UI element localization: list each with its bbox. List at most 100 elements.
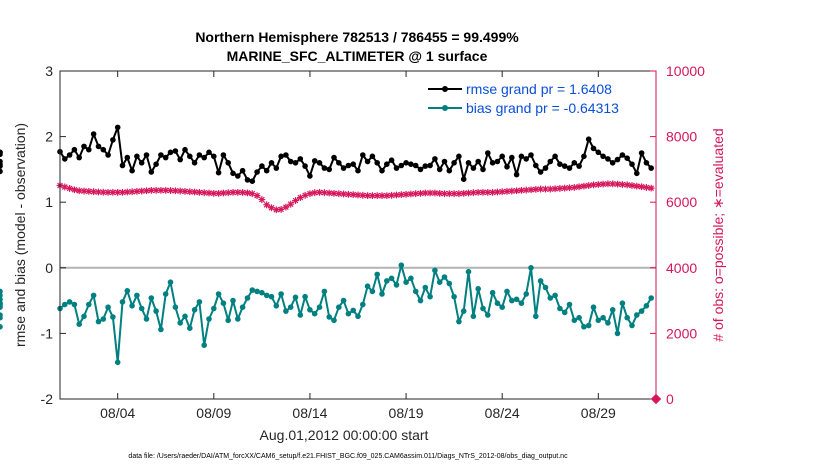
data-file-footnote: data file: /Users/raeder/DAI/ATM_forcXX/… bbox=[128, 453, 568, 460]
rmse-point bbox=[263, 167, 270, 174]
rmse-point bbox=[600, 153, 606, 160]
obs-evaluated-point bbox=[431, 189, 439, 197]
obs-evaluated-point bbox=[383, 192, 391, 200]
obs-evaluated-point bbox=[263, 201, 271, 209]
rmse-point bbox=[225, 160, 231, 166]
x-axis-label: Aug.01,2012 00:00:00 start bbox=[260, 427, 429, 443]
rmse-point bbox=[336, 160, 342, 166]
obs-evaluated-point bbox=[628, 182, 636, 189]
rmse-point bbox=[388, 157, 395, 163]
obs-evaluated-point bbox=[594, 181, 602, 188]
rmse-point bbox=[110, 137, 116, 143]
rmse-point bbox=[177, 156, 183, 163]
bias-point bbox=[0, 288, 3, 295]
obs-evaluated-point bbox=[412, 190, 420, 198]
rmse-point bbox=[211, 153, 217, 160]
rmse-point bbox=[187, 153, 193, 160]
obs-evaluated-point bbox=[441, 190, 448, 198]
bias-point bbox=[278, 291, 284, 297]
obs-evaluated-point bbox=[402, 190, 410, 198]
bias-point bbox=[571, 317, 578, 324]
obs-evaluated-point bbox=[119, 188, 126, 196]
x-tick-label: 08/09 bbox=[196, 405, 231, 421]
obs-evaluated-point bbox=[623, 181, 631, 189]
bias-point bbox=[268, 293, 275, 300]
rmse-point bbox=[143, 152, 150, 158]
rmse-point bbox=[134, 153, 140, 160]
obs-evaluated-point bbox=[234, 188, 242, 196]
legend-rmse-label: rmse grand pr = 1.6408 bbox=[466, 81, 612, 97]
bias-point bbox=[379, 291, 385, 297]
obs-evaluated-point bbox=[393, 191, 400, 199]
obs-evaluated-point bbox=[85, 187, 93, 195]
obs-evaluated-point bbox=[195, 188, 203, 196]
bias-point bbox=[86, 301, 92, 308]
obs-evaluated-point bbox=[344, 190, 352, 198]
bias-point bbox=[321, 288, 328, 295]
rmse-point bbox=[81, 143, 87, 150]
obs-evaluated-point bbox=[349, 191, 357, 199]
bias-point bbox=[196, 299, 203, 305]
rmse-point bbox=[590, 145, 597, 152]
obs-evaluated-point bbox=[109, 188, 117, 196]
rmse-point bbox=[119, 162, 126, 169]
obs-evaluated-point bbox=[229, 188, 237, 196]
rmse-point bbox=[268, 160, 275, 166]
obs-evaluated-point bbox=[191, 188, 198, 196]
y-left-tick-label: 2 bbox=[45, 129, 53, 145]
obs-evaluated-point bbox=[503, 187, 511, 195]
rmse-point bbox=[624, 155, 630, 161]
rmse-point bbox=[191, 160, 198, 166]
obs-evaluated-point bbox=[479, 188, 487, 196]
bias-point bbox=[634, 312, 640, 318]
bias-point bbox=[509, 297, 515, 304]
rmse-point bbox=[86, 146, 92, 153]
rmse-point bbox=[369, 153, 376, 160]
rmse-point bbox=[547, 158, 554, 165]
rmse-point bbox=[355, 167, 361, 174]
obs-evaluated-point bbox=[282, 203, 290, 211]
rmse-point bbox=[0, 158, 3, 165]
y-right-tick-label: 8000 bbox=[666, 129, 697, 145]
obs-evaluated-point bbox=[61, 183, 69, 191]
obs-evaluated-point bbox=[287, 200, 295, 208]
obs-evaluated-point bbox=[162, 186, 170, 194]
obs-evaluated-point bbox=[220, 189, 227, 197]
rmse-point bbox=[456, 153, 462, 160]
obs-evaluated-point bbox=[268, 204, 275, 212]
rmse-point bbox=[485, 150, 491, 156]
rmse-point bbox=[105, 152, 111, 158]
obs-evaluated-point bbox=[340, 190, 347, 198]
rmse-point bbox=[230, 170, 236, 177]
bias-point bbox=[100, 316, 107, 322]
rmse-point bbox=[504, 164, 510, 170]
y-left-tick-label: 3 bbox=[45, 63, 53, 79]
obs-evaluated-point bbox=[633, 182, 641, 190]
y-left-tick-label: 1 bbox=[45, 194, 53, 210]
bias-point bbox=[465, 268, 472, 275]
rmse-point bbox=[0, 163, 3, 169]
bias-point bbox=[235, 316, 241, 322]
bias-point bbox=[590, 304, 597, 311]
obs-evaluated-point bbox=[369, 192, 376, 200]
rmse-point bbox=[311, 158, 318, 164]
bias-point bbox=[547, 295, 554, 301]
obs-evaluated-point bbox=[570, 184, 578, 191]
rmse-point bbox=[475, 158, 482, 165]
obs-evaluated-point bbox=[551, 185, 559, 193]
rmse-point bbox=[374, 160, 381, 166]
x-tick-label: 08/19 bbox=[389, 405, 424, 421]
obs-evaluated-point bbox=[200, 189, 208, 197]
bias-point bbox=[595, 317, 602, 324]
obs-evaluated-point bbox=[123, 188, 131, 196]
obs-evaluated-point bbox=[335, 190, 343, 198]
bias-point bbox=[489, 289, 496, 296]
obs-evaluated-point bbox=[157, 186, 165, 194]
obs-evaluated-point bbox=[71, 186, 78, 194]
obs-evaluated-point bbox=[248, 190, 256, 198]
bias-point bbox=[292, 294, 299, 301]
bias-point bbox=[403, 279, 409, 286]
obs-evaluated-point bbox=[599, 180, 607, 188]
obs-evaluated-point bbox=[638, 183, 645, 191]
bias-point bbox=[638, 308, 645, 314]
